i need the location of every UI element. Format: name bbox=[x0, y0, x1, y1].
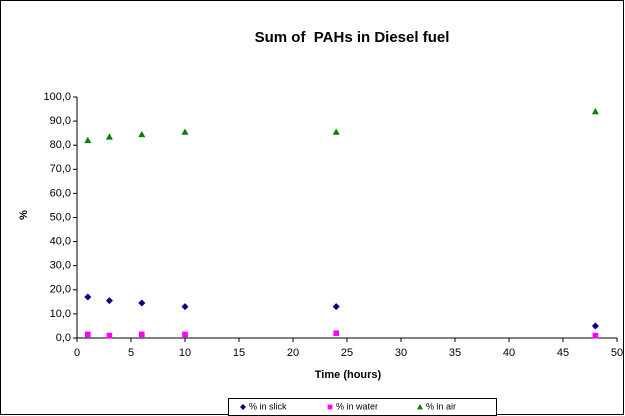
point bbox=[332, 303, 340, 311]
point bbox=[591, 107, 599, 115]
y-tick-label: 0,0 bbox=[56, 332, 71, 344]
legend-marker bbox=[327, 404, 333, 410]
x-tick-label: 25 bbox=[341, 347, 353, 359]
x-tick-label: 20 bbox=[287, 347, 299, 359]
legend-label: % in air bbox=[426, 401, 456, 411]
x-tick-label: 10 bbox=[179, 347, 191, 359]
point bbox=[138, 299, 146, 307]
x-tick-label: 35 bbox=[449, 347, 461, 359]
point bbox=[139, 331, 145, 338]
y-tick-label: 40,0 bbox=[50, 236, 71, 248]
x-tick-label: 45 bbox=[557, 347, 569, 359]
point bbox=[592, 332, 599, 339]
y-axis-label: % bbox=[18, 210, 30, 220]
legend-label: % in slick bbox=[249, 401, 287, 411]
chart-title: Sum of PAHs in Diesel fuel bbox=[255, 29, 450, 46]
y-tick-label: 80,0 bbox=[50, 139, 71, 151]
y-tick-label: 60,0 bbox=[50, 187, 71, 199]
y-tick-label: 20,0 bbox=[50, 284, 71, 296]
x-tick-label: 0 bbox=[74, 347, 80, 359]
y-tick-label: 100,0 bbox=[43, 91, 71, 103]
legend-marker bbox=[240, 404, 246, 410]
point bbox=[182, 331, 188, 338]
x-tick-label: 40 bbox=[503, 347, 515, 359]
point bbox=[84, 136, 92, 144]
y-tick-label: 90,0 bbox=[50, 115, 71, 127]
point bbox=[333, 330, 339, 336]
x-axis-label: Time (hours) bbox=[315, 369, 382, 381]
y-tick-label: 10,0 bbox=[50, 308, 71, 320]
x-tick-label: 50 bbox=[611, 347, 623, 359]
point bbox=[105, 133, 113, 140]
x-tick-label: 15 bbox=[233, 347, 245, 359]
legend-marker bbox=[417, 404, 423, 410]
point bbox=[181, 303, 189, 311]
point bbox=[84, 293, 92, 301]
point bbox=[105, 297, 113, 305]
y-tick-label: 50,0 bbox=[50, 211, 71, 223]
point bbox=[591, 322, 599, 330]
point bbox=[181, 128, 189, 135]
x-tick-label: 5 bbox=[128, 347, 134, 359]
point bbox=[85, 331, 91, 338]
y-tick-label: 30,0 bbox=[50, 260, 71, 272]
point bbox=[106, 332, 113, 339]
x-tick-label: 30 bbox=[395, 347, 407, 359]
legend-label: % in water bbox=[336, 401, 378, 411]
y-tick-label: 70,0 bbox=[50, 163, 71, 175]
point bbox=[138, 130, 146, 138]
point bbox=[332, 128, 340, 135]
